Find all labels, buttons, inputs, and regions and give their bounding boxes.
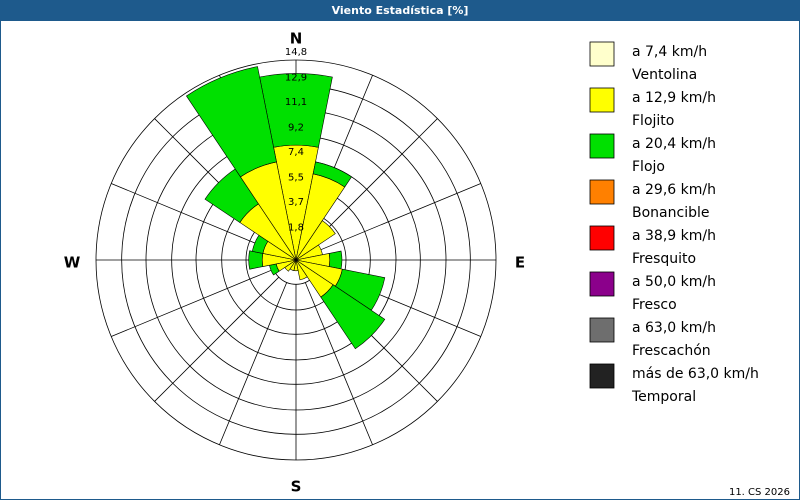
wind-sector: [259, 73, 333, 148]
r-tick-label: 9,2: [288, 123, 304, 134]
legend-label: a 29,6 km/h: [632, 182, 716, 198]
legend-swatch: [589, 225, 615, 251]
radial-line: [219, 282, 288, 445]
legend-swatch: [589, 363, 615, 389]
legend-label: a 63,0 km/h: [632, 320, 716, 336]
r-tick-label: 11,1: [285, 97, 307, 108]
direction-label: E: [515, 254, 525, 272]
legend-description: Bonancible: [632, 205, 709, 221]
legend-swatch: [589, 133, 615, 159]
direction-label: N: [290, 30, 303, 48]
r-tick-label: 12,9: [285, 73, 307, 84]
wind-sector: [295, 259, 308, 281]
r-tick-label: 3,7: [288, 197, 304, 208]
legend-description: Fresquito: [632, 251, 696, 267]
direction-label: S: [291, 478, 302, 496]
radial-line: [111, 268, 274, 337]
legend-label: a 12,9 km/h: [632, 90, 716, 106]
wind-sector: [328, 250, 343, 270]
footer: 11. CS 2026: [729, 487, 790, 498]
r-tick-label: 14,8: [285, 47, 307, 58]
header-bar: [0, 0, 800, 21]
r-tick-label: 1,8: [288, 223, 304, 234]
legend-description: Temporal: [631, 389, 696, 405]
legend-description: Frescachón: [632, 343, 711, 359]
legend-label: a 7,4 km/h: [632, 44, 707, 60]
legend-description: Flojo: [632, 159, 665, 175]
chart-title: Viento Estadística [%]: [332, 4, 469, 17]
direction-label: W: [64, 254, 81, 272]
radial-line: [312, 118, 438, 244]
legend-swatch: [589, 271, 615, 297]
legend-label: a 38,9 km/h: [632, 228, 716, 244]
legend-label: a 20,4 km/h: [632, 136, 716, 152]
wind-sector: [320, 284, 386, 350]
wind-sector: [295, 220, 336, 261]
r-tick-label: 5,5: [288, 173, 304, 184]
radial-line: [304, 282, 373, 445]
radial-line: [318, 183, 481, 252]
r-tick-label: 7,4: [288, 147, 304, 158]
radial-line: [111, 183, 274, 252]
legend-swatch: [589, 317, 615, 343]
wind-sector: [185, 66, 277, 178]
legend-swatch: [589, 87, 615, 113]
legend-description: Flojito: [632, 113, 674, 129]
legend-swatch: [589, 41, 615, 67]
legend-description: Fresco: [632, 297, 677, 313]
radial-line: [154, 276, 280, 402]
wind-sector: [248, 250, 264, 270]
legend-description: Ventolina: [632, 67, 697, 83]
legend-label: más de 63,0 km/h: [632, 366, 759, 382]
legend-label: a 50,0 km/h: [632, 274, 716, 290]
legend-swatch: [589, 179, 615, 205]
